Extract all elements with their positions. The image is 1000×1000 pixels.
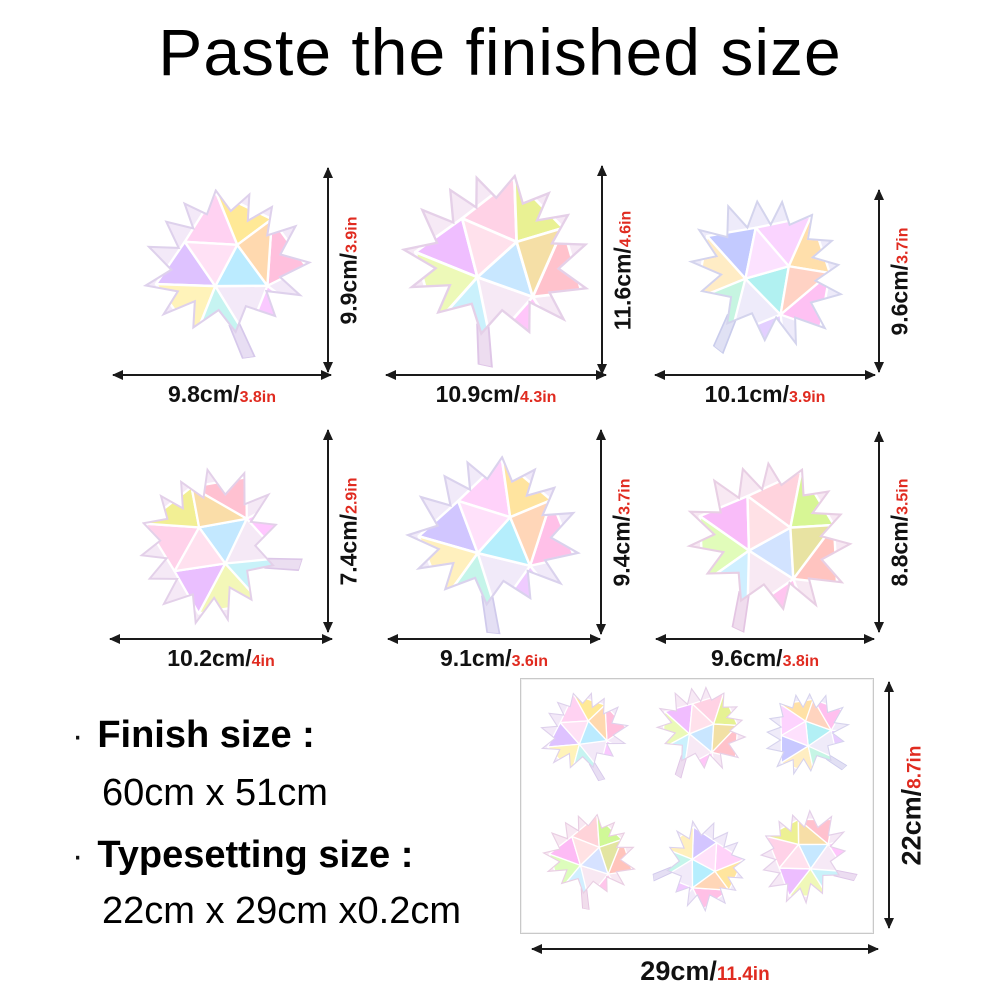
height-arrow-6	[874, 431, 884, 633]
page-title: Paste the finished size	[158, 15, 842, 89]
sticker-sheet	[520, 668, 874, 934]
finish-size-line: · Finish size :	[72, 714, 315, 757]
sheet-leaf-6	[743, 793, 862, 918]
width-in-4: 4in	[251, 653, 275, 670]
sheet-width-label: 29cm/11.4in	[532, 956, 878, 987]
width-cm-3: 10.1cm/	[704, 381, 789, 407]
width-arrow-2	[385, 370, 607, 380]
width-arrow-5	[387, 634, 601, 644]
sheet-leaf-4	[537, 806, 643, 911]
height-cm-4: 7.4cm/	[335, 513, 362, 586]
sheet-height-cm: 22cm/	[896, 788, 927, 865]
width-cm-1: 9.8cm/	[167, 381, 240, 407]
sheet-leaf-2	[642, 668, 764, 786]
typesetting-size-line: · Typesetting size :	[72, 834, 413, 877]
sheet-height-in: 8.7in	[904, 745, 926, 789]
height-label-1: 9.9cm/3.9in	[331, 168, 367, 372]
width-arrow-4	[109, 634, 333, 644]
height-label-5: 9.4cm/3.7in	[604, 430, 640, 634]
height-cm-3: 9.6cm/	[886, 263, 913, 336]
height-in-3: 3.7in	[894, 226, 912, 264]
height-arrow-3	[874, 189, 884, 373]
width-arrow-3	[654, 370, 876, 380]
sheet-leaf-5	[649, 814, 751, 916]
width-label-5: 9.1cm/3.6in	[388, 645, 600, 672]
sheet-width-in: 11.4in	[716, 964, 770, 985]
width-cm-4: 10.2cm/	[167, 645, 252, 671]
leaf-sticker-2	[390, 156, 606, 369]
finish-size-value: 60cm x 51cm	[102, 772, 328, 814]
height-arrow-1	[323, 167, 333, 373]
leaf-sticker-1	[134, 179, 320, 360]
typesetting-size-label: Typesetting size :	[97, 834, 414, 876]
bullet-2: ·	[72, 836, 84, 875]
height-cm-2: 11.6cm/	[609, 246, 636, 330]
width-label-2: 10.9cm/4.3in	[386, 381, 606, 408]
sheet-width-arrow	[531, 944, 879, 954]
width-in-2: 4.3in	[519, 389, 557, 406]
height-in-1: 3.9in	[343, 215, 361, 253]
height-arrow-4	[323, 429, 333, 633]
sheet-height-label: 22cm/8.7in	[892, 682, 932, 928]
leaf-sticker-3	[662, 165, 875, 373]
height-in-2: 4.6in	[617, 210, 635, 247]
width-cm-6: 9.6cm/	[710, 645, 783, 671]
height-in-4: 2.9in	[343, 476, 361, 514]
leaf-sticker-6	[665, 434, 878, 636]
leaf-sticker-4	[119, 448, 318, 641]
height-arrow-5	[596, 429, 606, 635]
width-in-3: 3.9in	[788, 389, 826, 406]
sheet-leaf-1	[530, 682, 636, 783]
height-cm-1: 9.9cm/	[335, 252, 362, 325]
height-in-6: 3.5in	[894, 477, 912, 515]
height-label-2: 11.6cm/4.6in	[605, 166, 641, 374]
width-in-1: 3.8in	[239, 389, 277, 406]
height-label-4: 7.4cm/2.9in	[331, 430, 367, 632]
sheet-width-cm: 29cm/	[640, 956, 717, 986]
width-in-6: 3.8in	[782, 653, 820, 670]
width-in-5: 3.6in	[511, 653, 549, 670]
sheet-height-arrow	[884, 681, 894, 929]
finish-size-label: Finish size :	[97, 714, 315, 756]
width-label-4: 10.2cm/4in	[110, 645, 332, 672]
height-in-5: 3.7in	[616, 477, 634, 515]
sheet-leaf-3	[747, 673, 864, 790]
width-cm-2: 10.9cm/	[435, 381, 520, 407]
width-label-6: 9.6cm/3.8in	[656, 645, 874, 672]
bullet-1: ·	[72, 716, 84, 755]
height-cm-5: 9.4cm/	[608, 514, 635, 587]
width-cm-5: 9.1cm/	[439, 645, 512, 671]
width-arrow-1	[112, 370, 332, 380]
width-label-1: 9.8cm/3.8in	[113, 381, 331, 408]
height-label-6: 8.8cm/3.5in	[882, 432, 918, 632]
height-arrow-2	[597, 165, 607, 375]
height-label-3: 9.6cm/3.7in	[882, 190, 918, 372]
width-arrow-6	[655, 634, 875, 644]
height-cm-6: 8.8cm/	[886, 514, 913, 587]
width-label-3: 10.1cm/3.9in	[655, 381, 875, 408]
leaf-sticker-5	[400, 448, 588, 636]
typesetting-size-value: 22cm x 29cm x0.2cm	[102, 890, 461, 932]
